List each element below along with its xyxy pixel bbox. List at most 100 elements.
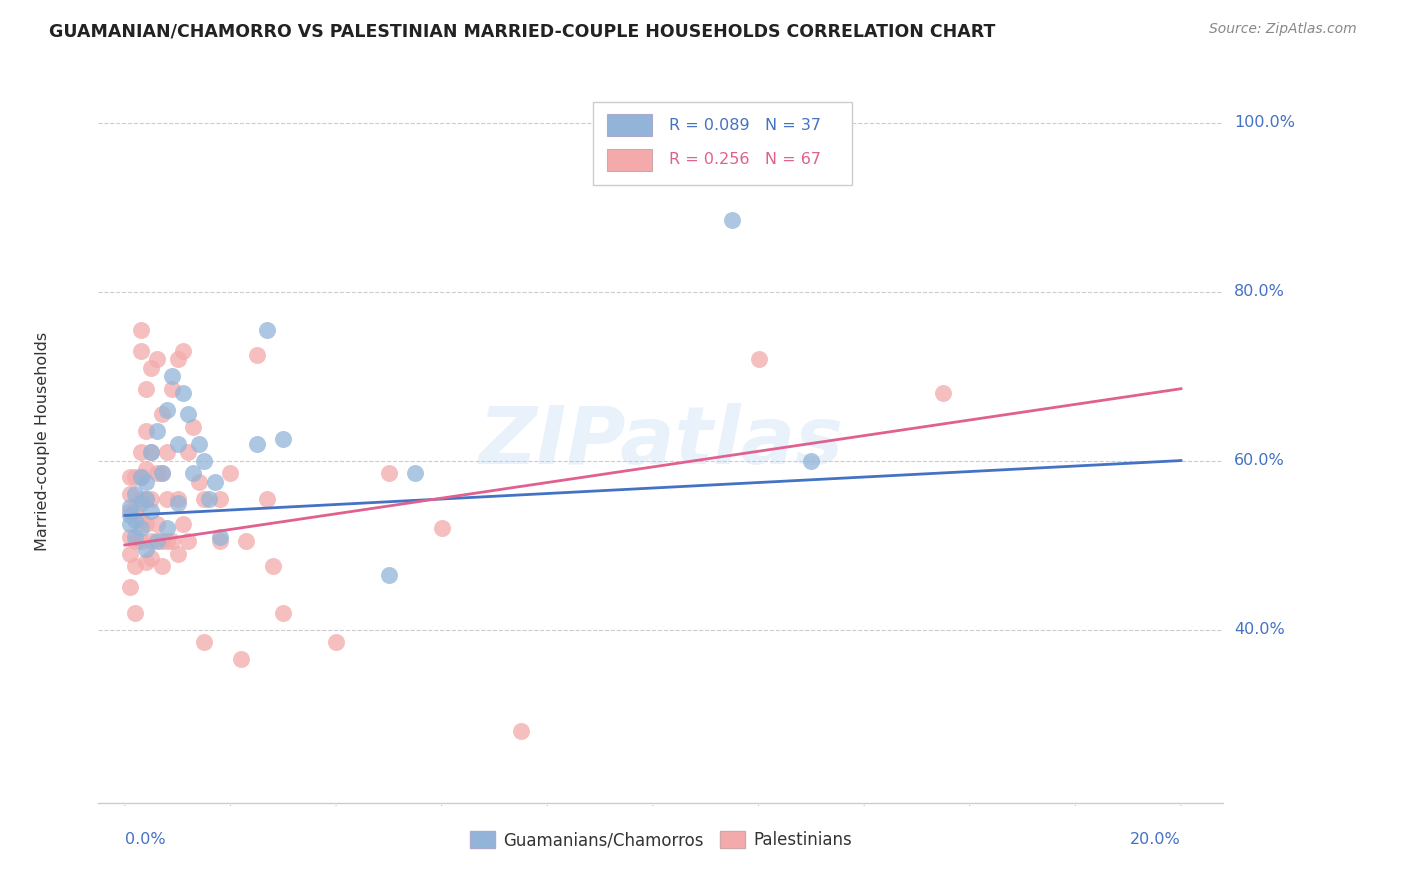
Point	[145, 533, 167, 548]
Point	[430, 521, 453, 535]
Point	[129, 445, 152, 459]
Point	[129, 470, 152, 484]
Text: Source: ZipAtlas.com: Source: ZipAtlas.com	[1209, 22, 1357, 37]
Point	[208, 533, 231, 548]
Point	[166, 547, 188, 561]
Text: 0.0%: 0.0%	[125, 832, 166, 847]
Point	[229, 652, 252, 666]
Point	[193, 453, 215, 467]
Point	[404, 467, 426, 481]
Point	[120, 547, 142, 561]
Point	[246, 436, 269, 450]
Point	[129, 496, 152, 510]
Point	[172, 343, 194, 358]
Point	[150, 467, 173, 481]
Point	[262, 559, 284, 574]
Text: R = 0.256   N = 67: R = 0.256 N = 67	[669, 153, 821, 168]
Point	[141, 533, 163, 548]
Point	[156, 521, 179, 535]
Point	[124, 606, 146, 620]
Point	[129, 513, 152, 527]
Point	[378, 567, 401, 582]
Point	[124, 504, 146, 518]
Point	[166, 496, 188, 510]
Point	[129, 521, 152, 535]
Point	[124, 559, 146, 574]
Point	[135, 462, 157, 476]
Point	[145, 516, 167, 531]
Point	[271, 606, 294, 620]
Point	[509, 723, 531, 738]
Point	[204, 475, 226, 489]
Point	[208, 530, 231, 544]
Point	[177, 407, 200, 421]
FancyBboxPatch shape	[607, 114, 652, 136]
Point	[183, 467, 205, 481]
FancyBboxPatch shape	[607, 149, 652, 170]
Point	[120, 470, 142, 484]
Point	[325, 635, 347, 649]
Point	[135, 382, 157, 396]
Point	[183, 419, 205, 434]
Point	[150, 533, 173, 548]
Point	[120, 487, 142, 501]
Point	[156, 533, 179, 548]
Text: R = 0.089   N = 37: R = 0.089 N = 37	[669, 118, 821, 133]
Point	[141, 445, 163, 459]
Point	[120, 504, 142, 518]
Point	[172, 516, 194, 531]
Point	[747, 352, 769, 367]
Point	[120, 500, 142, 514]
Point	[156, 445, 179, 459]
Point	[208, 491, 231, 506]
Point	[145, 352, 167, 367]
Point	[193, 635, 215, 649]
Point	[135, 555, 157, 569]
Point	[172, 386, 194, 401]
Point	[141, 445, 163, 459]
Point	[141, 360, 163, 375]
Point	[177, 445, 200, 459]
Point	[135, 516, 157, 531]
Point	[129, 322, 152, 336]
Point	[256, 491, 278, 506]
Point	[721, 212, 744, 227]
Text: 80.0%: 80.0%	[1234, 284, 1285, 299]
Text: Married-couple Households: Married-couple Households	[35, 332, 49, 551]
Point	[145, 467, 167, 481]
Point	[198, 491, 221, 506]
Point	[120, 580, 142, 594]
Text: ZIPatlas: ZIPatlas	[478, 402, 844, 481]
Point	[135, 424, 157, 438]
Point	[162, 382, 184, 396]
Point	[124, 530, 146, 544]
Point	[193, 491, 215, 506]
Point	[235, 533, 257, 548]
Point	[166, 491, 188, 506]
Point	[135, 475, 157, 489]
Point	[135, 491, 157, 506]
Point	[120, 516, 142, 531]
Point	[156, 491, 179, 506]
Point	[256, 322, 278, 336]
Point	[129, 470, 152, 484]
Point	[166, 352, 188, 367]
Text: 20.0%: 20.0%	[1130, 832, 1181, 847]
Point	[177, 533, 200, 548]
Point	[150, 467, 173, 481]
Text: 100.0%: 100.0%	[1234, 115, 1295, 130]
Point	[219, 467, 242, 481]
Point	[124, 533, 146, 548]
Point	[141, 491, 163, 506]
Point	[129, 491, 152, 506]
Text: GUAMANIAN/CHAMORRO VS PALESTINIAN MARRIED-COUPLE HOUSEHOLDS CORRELATION CHART: GUAMANIAN/CHAMORRO VS PALESTINIAN MARRIE…	[49, 22, 995, 40]
Point	[141, 504, 163, 518]
Text: 40.0%: 40.0%	[1234, 622, 1285, 637]
Point	[135, 542, 157, 557]
FancyBboxPatch shape	[593, 102, 852, 185]
Point	[246, 348, 269, 362]
Point	[124, 513, 146, 527]
Point	[932, 386, 955, 401]
Point	[378, 467, 401, 481]
Point	[135, 491, 157, 506]
